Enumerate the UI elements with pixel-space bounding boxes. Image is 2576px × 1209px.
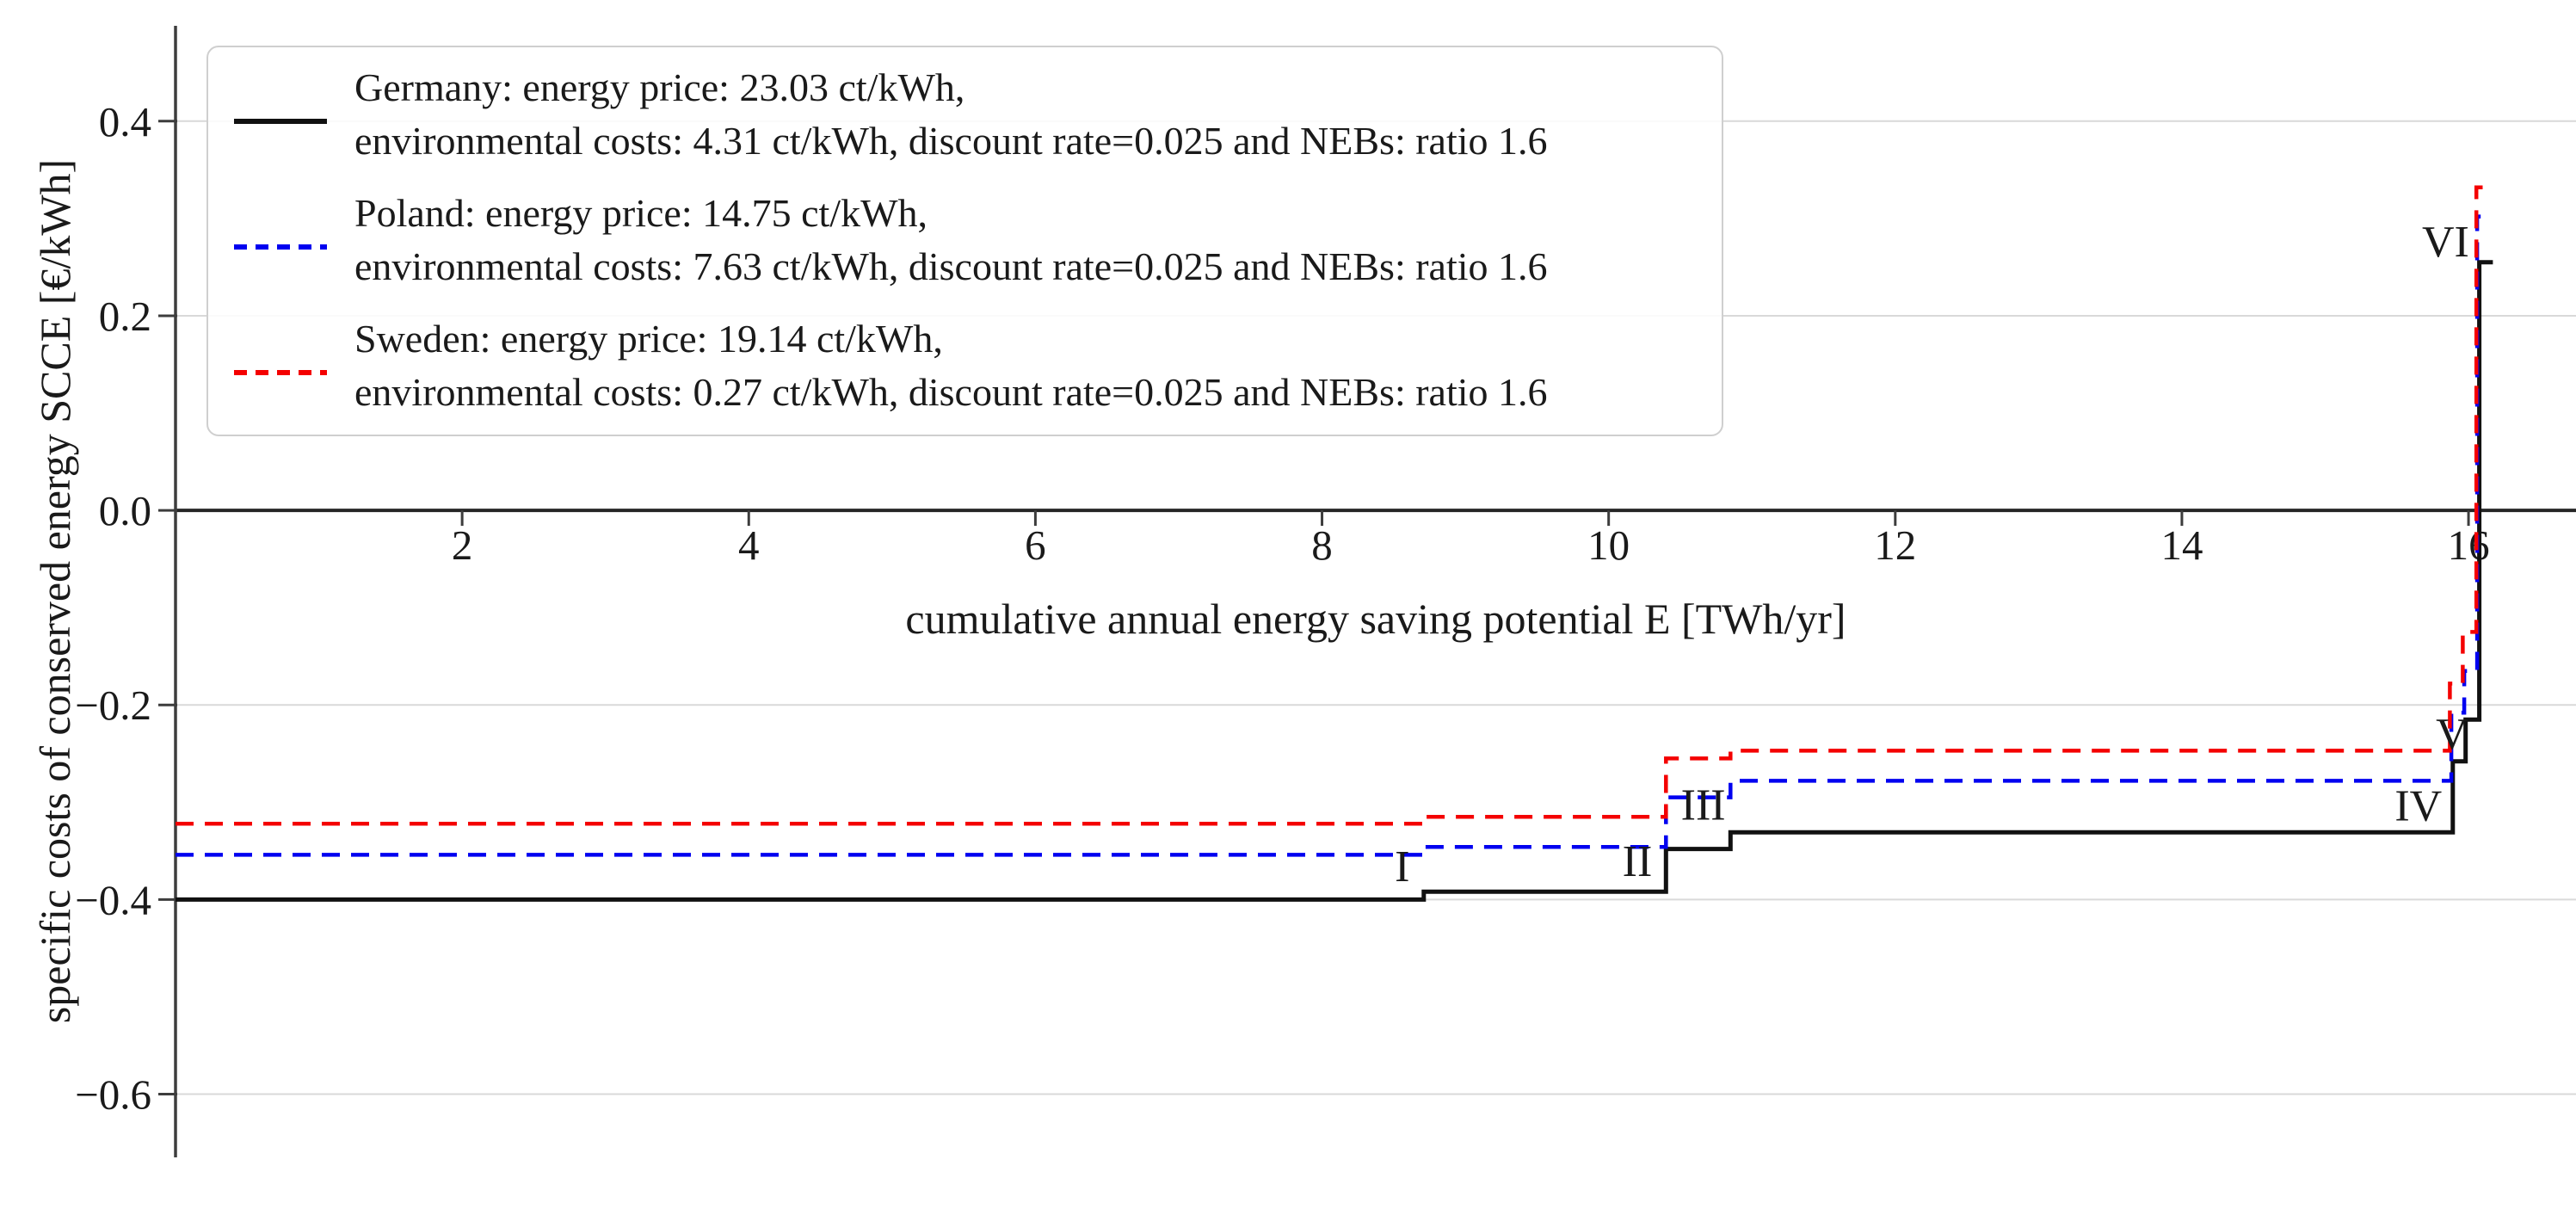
legend-sample-line-sweden <box>234 370 327 375</box>
y-tick-label: −0.6 <box>75 1071 151 1119</box>
legend-label-line1: Sweden: energy price: 19.14 ct/kWh, <box>354 317 943 361</box>
x-tick-label: 6 <box>1025 521 1046 569</box>
series-line-sweden <box>176 185 2487 826</box>
legend-sample-line-germany <box>234 119 327 124</box>
y-tick-label: 0.0 <box>99 487 151 534</box>
legend-label-line1: Poland: energy price: 14.75 ct/kWh, <box>354 191 927 235</box>
legend-entry-poland: Poland: energy price: 14.75 ct/kWh, envi… <box>220 187 1698 293</box>
y-tick-label: −0.2 <box>75 682 151 729</box>
x-tick-label: 2 <box>452 521 473 569</box>
annotation-V: V <box>2436 710 2468 759</box>
legend-label-poland: Poland: energy price: 14.75 ct/kWh, envi… <box>354 187 1548 293</box>
annotation-III: III <box>1681 781 1726 830</box>
y-tick-label: 0.2 <box>99 293 151 340</box>
x-axis-label: cumulative annual energy saving potentia… <box>905 595 1846 643</box>
legend-label-line1: Germany: energy price: 23.03 ct/kWh, <box>354 65 965 109</box>
series-line-germany <box>176 260 2493 902</box>
legend-entry-sweden: Sweden: energy price: 19.14 ct/kWh, envi… <box>220 312 1698 419</box>
series-line-poland <box>176 214 2487 857</box>
x-tick-label: 14 <box>2160 521 2203 569</box>
legend-label-line2: environmental costs: 7.63 ct/kWh, discou… <box>354 244 1548 288</box>
legend: Germany: energy price: 23.03 ct/kWh, env… <box>206 46 1723 436</box>
x-tick-label: 16 <box>2448 521 2490 569</box>
legend-sample-line-poland <box>234 244 327 250</box>
x-tick-label: 12 <box>1874 521 1916 569</box>
y-tick-label: 0.4 <box>99 98 151 145</box>
annotation-II: II <box>1623 837 1653 886</box>
legend-label-germany: Germany: energy price: 23.03 ct/kWh, env… <box>354 61 1548 168</box>
legend-label-sweden: Sweden: energy price: 19.14 ct/kWh, envi… <box>354 312 1548 419</box>
annotation-I: I <box>1395 842 1409 891</box>
x-tick-label: 4 <box>738 521 760 569</box>
y-axis-label: specific costs of conserved energy SCCE … <box>31 158 79 1024</box>
legend-label-line2: environmental costs: 0.27 ct/kWh, discou… <box>354 370 1548 414</box>
y-tick-label: −0.4 <box>75 876 151 923</box>
x-tick-label: 8 <box>1311 521 1333 569</box>
annotation-VI: VI <box>2422 218 2469 267</box>
legend-entry-germany: Germany: energy price: 23.03 ct/kWh, env… <box>220 61 1698 168</box>
legend-label-line2: environmental costs: 4.31 ct/kWh, discou… <box>354 119 1548 163</box>
annotation-IV: IV <box>2394 782 2442 831</box>
x-tick-label: 10 <box>1587 521 1630 569</box>
